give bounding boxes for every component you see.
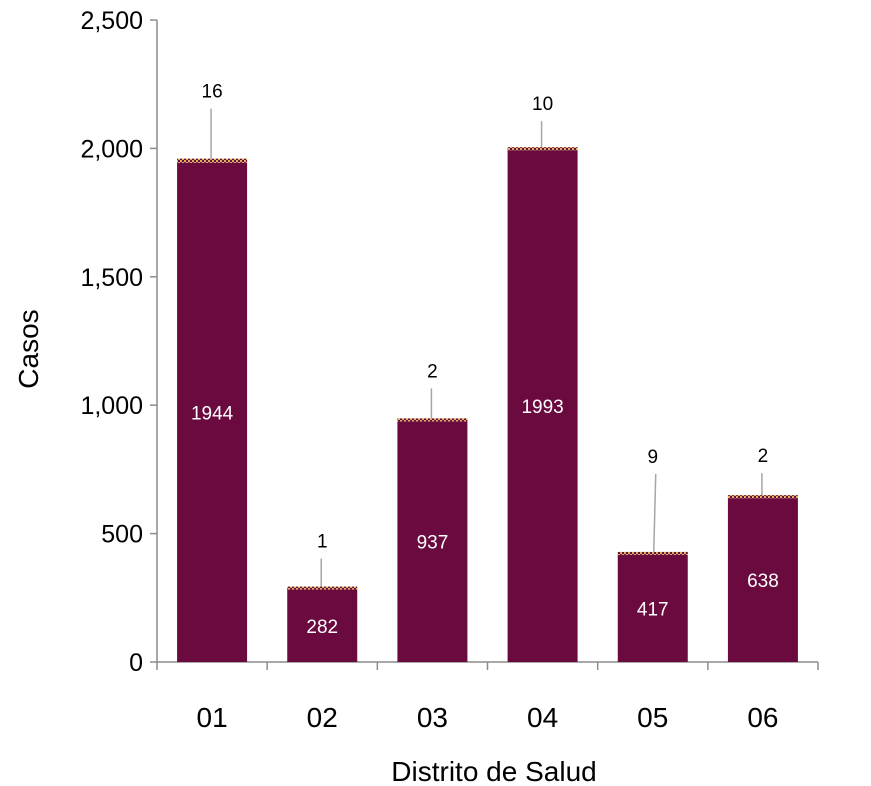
y-tick-label: 2,500 bbox=[80, 7, 143, 35]
bar-value-label: 282 bbox=[306, 617, 338, 638]
extra-value-label: 16 bbox=[202, 82, 223, 103]
y-axis: 0 500 1,000 1,500 2,000 2,500 bbox=[80, 7, 158, 677]
bar-extra bbox=[397, 418, 468, 422]
y-tick-label: 1,000 bbox=[80, 392, 143, 420]
bar-extra bbox=[287, 586, 358, 590]
data-labels: 1944 16 282 1 937 2 1993 10 417 9 638 2 bbox=[191, 82, 779, 638]
bar-main bbox=[727, 498, 798, 662]
bar-main bbox=[617, 554, 688, 662]
x-tick-label: 02 bbox=[307, 702, 338, 733]
x-axis-title: Distrito de Salud bbox=[391, 756, 596, 786]
extra-value-label: 2 bbox=[427, 361, 438, 382]
x-axis: 01 02 03 04 05 06 bbox=[156, 661, 819, 733]
x-tick-label: 04 bbox=[527, 702, 558, 733]
x-tick-label: 01 bbox=[197, 702, 228, 733]
bar-extra bbox=[617, 551, 688, 555]
y-tick-label: 1,500 bbox=[80, 264, 143, 292]
extra-value-label: 2 bbox=[758, 446, 769, 467]
y-axis-title: Casos bbox=[13, 309, 44, 388]
x-tick-label: 05 bbox=[637, 702, 668, 733]
callout-line bbox=[653, 473, 657, 552]
y-tick-label: 0 bbox=[129, 649, 143, 677]
extra-value-label: 9 bbox=[647, 447, 658, 468]
bar-main bbox=[397, 421, 468, 662]
x-tick-label: 06 bbox=[747, 702, 778, 733]
extra-value-label: 10 bbox=[532, 94, 553, 115]
x-tick-label: 03 bbox=[417, 702, 448, 733]
bar-extra bbox=[507, 147, 578, 151]
bar-extra bbox=[177, 158, 248, 163]
y-tick-label: 500 bbox=[101, 521, 143, 549]
y-tick-label: 2,000 bbox=[80, 135, 143, 163]
bar-main bbox=[177, 162, 248, 662]
extra-value-label: 1 bbox=[317, 532, 328, 553]
bar-extra bbox=[727, 495, 798, 499]
bar-value-label: 1993 bbox=[521, 397, 563, 418]
bar-main bbox=[507, 150, 578, 662]
bars bbox=[177, 147, 798, 662]
bar-value-label: 1944 bbox=[191, 403, 234, 424]
bar-value-label: 417 bbox=[637, 599, 669, 620]
bar-value-label: 638 bbox=[747, 571, 779, 592]
bar-main bbox=[287, 589, 358, 662]
bar-value-label: 937 bbox=[417, 533, 449, 554]
